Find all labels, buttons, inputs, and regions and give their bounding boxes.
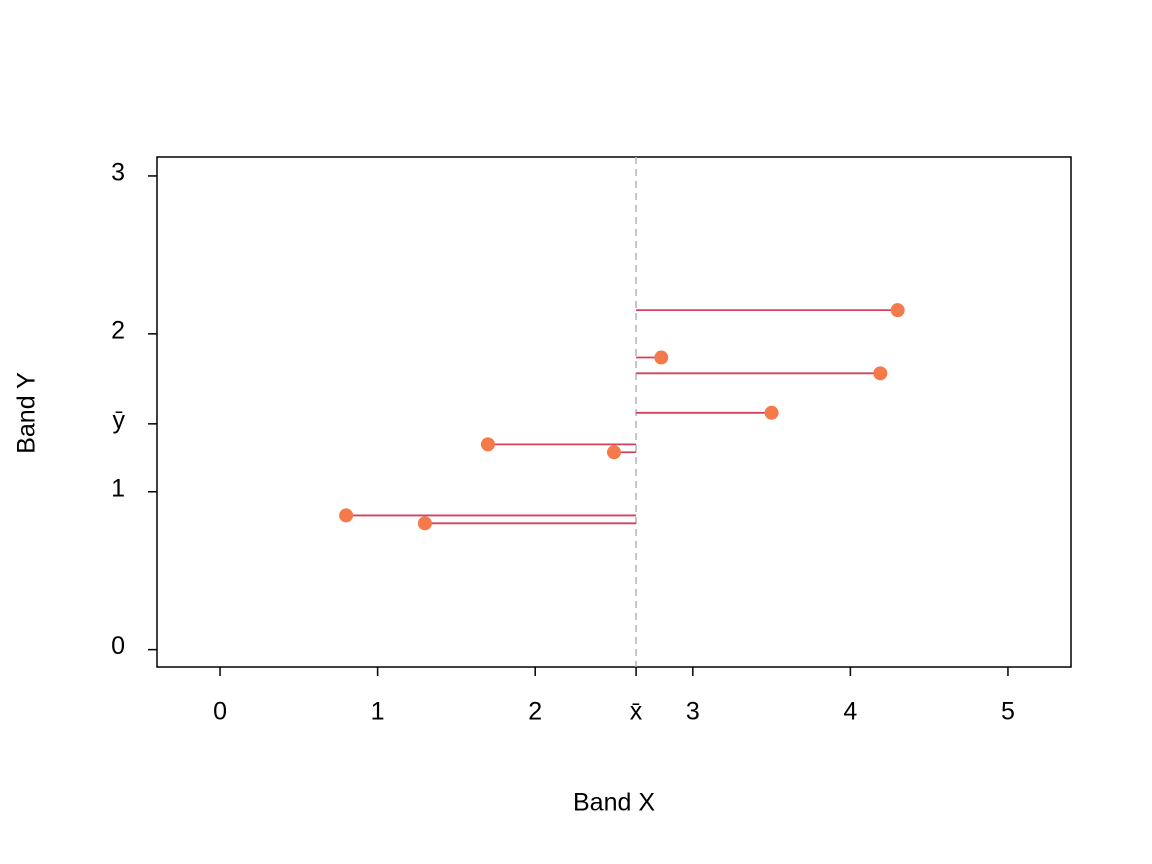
y-axis-label: Band Y [13,372,41,454]
x-axis-label: Band X [573,789,655,817]
x-tick-label: 5 [1001,698,1015,726]
point [654,350,669,365]
x-tick-label: 2 [528,698,542,726]
x-tick-label: 3 [686,698,700,726]
y-tick-label: 1 [111,474,125,502]
x-tick-label: 1 [371,698,385,726]
plot-frame [156,156,1072,668]
point [417,516,432,531]
point [480,437,495,452]
y-tick-label: 2 [111,316,125,344]
point [890,303,905,318]
point [873,366,888,381]
point [607,445,621,460]
x-tick-label: x̄ [630,698,643,726]
y-tick-label: ȳ [113,406,126,434]
y-tick-label: 3 [111,159,125,187]
point [339,508,354,523]
point [764,405,779,420]
x-tick-label: 0 [213,698,227,726]
x-tick-label: 4 [843,698,857,726]
y-tick-label: 0 [111,632,125,660]
